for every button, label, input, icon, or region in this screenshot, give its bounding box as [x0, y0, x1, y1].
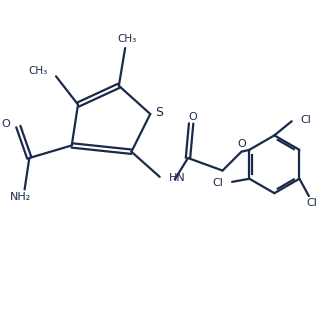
Text: Cl: Cl [300, 115, 311, 125]
Text: O: O [238, 139, 246, 149]
Text: Cl: Cl [213, 178, 223, 187]
Text: S: S [155, 106, 163, 119]
Text: O: O [188, 112, 197, 122]
Text: CH₃: CH₃ [28, 66, 47, 76]
Text: O: O [2, 119, 11, 129]
Text: CH₃: CH₃ [117, 34, 136, 44]
Text: HN: HN [168, 173, 185, 183]
Text: NH₂: NH₂ [10, 192, 32, 202]
Text: Cl: Cl [307, 198, 317, 208]
